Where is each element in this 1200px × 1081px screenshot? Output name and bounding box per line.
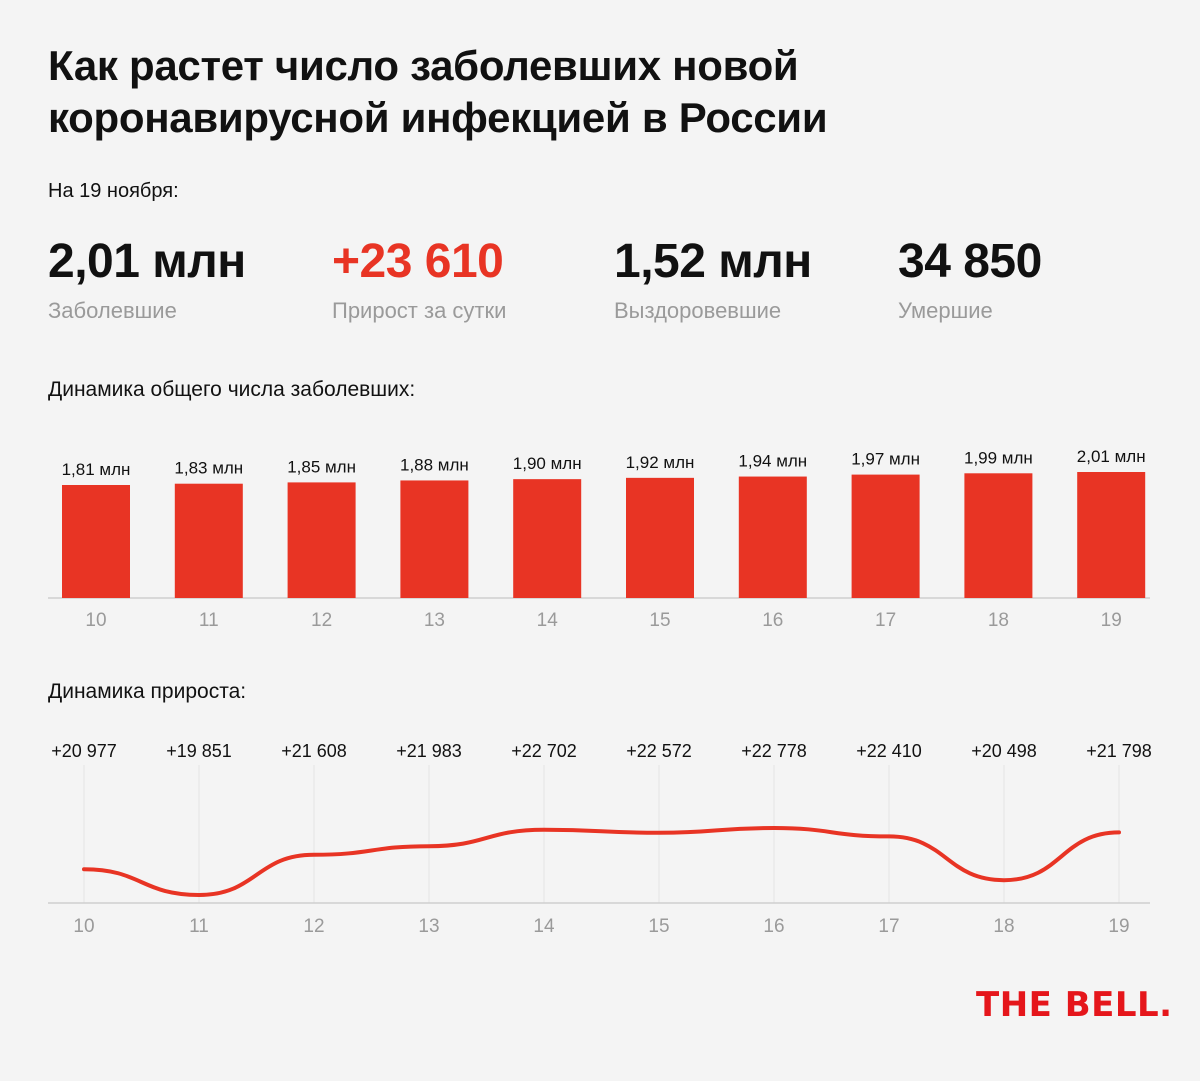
title-line-1: Как растет число заболевших новой <box>48 42 799 89</box>
bar-11 <box>174 483 243 598</box>
line-x-tick-19: 19 <box>1108 916 1129 937</box>
bar-value-label-13: 1,88 млн <box>400 455 469 474</box>
bar-x-tick-14: 14 <box>537 610 559 631</box>
bar-value-label-14: 1,90 млн <box>513 454 582 473</box>
bar-16 <box>738 476 807 598</box>
line-value-label-15: +22 572 <box>626 741 692 761</box>
stat-recovered-value: 1,52 млн <box>614 235 812 288</box>
as-of-date: На 19 ноября: <box>48 180 179 202</box>
line-chart: +20 977 10 +19 851 11 +21 608 12 +21 983 13 +22 … <box>48 741 1152 937</box>
bar-x-tick-16: 16 <box>762 610 783 631</box>
bar-10 <box>62 485 130 598</box>
line-value-label-17: +22 410 <box>856 741 922 761</box>
bar-value-label-12: 1,85 млн <box>287 457 356 476</box>
line-value-label-19: +21 798 <box>1086 741 1152 761</box>
bar-value-label-16: 1,94 млн <box>738 452 807 471</box>
line-x-tick-18: 18 <box>993 916 1014 937</box>
line-x-tick-13: 13 <box>418 916 439 937</box>
line-value-label-10: +20 977 <box>51 741 117 761</box>
stat-recovered: 1,52 млн Выздоровевшие <box>614 232 812 324</box>
stat-daily-increase: +23 610 Прирост за сутки <box>332 232 506 324</box>
bar-value-label-17: 1,97 млн <box>851 450 920 469</box>
bar-value-label-11: 1,83 млн <box>174 459 243 478</box>
bar-x-tick-13: 13 <box>424 610 445 631</box>
line-value-label-13: +21 983 <box>396 741 462 761</box>
stat-recovered-label: Выздоровевшие <box>614 298 782 323</box>
bar-18 <box>964 473 1033 598</box>
line-chart-title: Динамика прироста: <box>48 680 247 703</box>
bar-17 <box>851 474 920 598</box>
bar-x-tick-17: 17 <box>875 610 896 631</box>
bar-19 <box>1077 472 1146 598</box>
line-value-label-11: +19 851 <box>166 741 232 761</box>
stat-deaths-label: Умершие <box>898 298 993 323</box>
bar-15 <box>626 477 694 598</box>
stat-daily-increase-label: Прирост за сутки <box>332 298 507 323</box>
brand-logo: THE BELL. <box>976 985 1173 1025</box>
line-x-tick-16: 16 <box>763 916 784 937</box>
line-x-tick-14: 14 <box>533 916 555 937</box>
line-x-tick-11: 11 <box>189 916 209 937</box>
bar-x-tick-19: 19 <box>1101 610 1122 631</box>
bar-14 <box>513 479 582 598</box>
line-x-tick-17: 17 <box>878 916 899 937</box>
stat-daily-increase-value: +23 610 <box>332 235 504 288</box>
bar-value-label-10: 1,81 млн <box>62 460 131 479</box>
title-line-2: коронавирусной инфекцией в России <box>48 94 828 141</box>
bar-x-tick-12: 12 <box>311 610 332 631</box>
line-x-tick-10: 10 <box>73 916 94 937</box>
bar-13 <box>400 480 469 598</box>
stat-cases: 2,01 млн Заболевшие <box>48 232 246 324</box>
bar-value-label-18: 1,99 млн <box>964 448 1033 467</box>
stat-cases-value: 2,01 млн <box>48 235 246 288</box>
chart-title: Как растет число заболевших новой корона… <box>48 40 1048 144</box>
stat-cases-label: Заболевшие <box>48 298 177 323</box>
line-value-label-14: +22 702 <box>511 741 577 761</box>
stat-deaths: 34 850 Умершие <box>898 232 1042 324</box>
bar-x-tick-18: 18 <box>988 610 1009 631</box>
stat-deaths-value: 34 850 <box>898 235 1042 288</box>
bar-x-tick-11: 11 <box>199 610 219 631</box>
line-value-label-12: +21 608 <box>281 741 347 761</box>
bar-12 <box>287 482 356 598</box>
bar-x-tick-15: 15 <box>649 610 670 631</box>
bar-value-label-15: 1,92 млн <box>626 453 695 472</box>
line-x-tick-15: 15 <box>648 916 669 937</box>
line-value-label-16: +22 778 <box>741 741 807 761</box>
line-x-tick-12: 12 <box>303 916 324 937</box>
bar-chart: 1,81 млн 10 1,83 млн 11 1,85 млн 12 1,88 млн 13… <box>48 447 1150 631</box>
line-value-label-18: +20 498 <box>971 741 1037 761</box>
line-series-increase <box>82 825 1121 898</box>
bar-x-tick-10: 10 <box>85 610 106 631</box>
bar-chart-title: Динамика общего числа заболевших: <box>48 378 416 401</box>
bar-value-label-19: 2,01 млн <box>1077 447 1146 466</box>
